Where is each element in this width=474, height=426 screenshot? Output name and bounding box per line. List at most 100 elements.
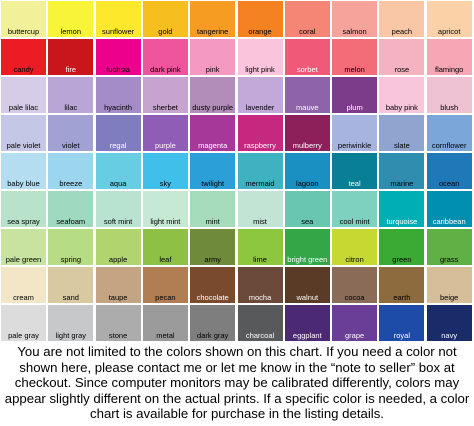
color-swatch: teal	[332, 153, 378, 189]
color-swatch: bright green	[284, 229, 330, 265]
swatch-label: cool mint	[339, 217, 370, 226]
swatch-label: royal	[393, 331, 411, 340]
swatch-label: magenta	[198, 141, 228, 150]
swatch-label: pink	[205, 65, 220, 74]
swatch-label: stone	[108, 331, 128, 340]
swatch-label: pecan	[155, 293, 176, 302]
swatch-label: light pink	[245, 65, 275, 74]
color-swatch: fuchsia	[95, 39, 141, 75]
swatch-label: lavender	[245, 103, 275, 112]
swatch-label: light mint	[150, 217, 181, 226]
color-swatch: light gray	[48, 305, 94, 341]
color-swatch: sky	[142, 153, 188, 189]
color-swatch: green	[379, 229, 425, 265]
color-swatch: mauve	[284, 77, 330, 113]
color-swatch: aqua	[95, 153, 141, 189]
color-swatch: apple	[95, 229, 141, 265]
swatch-label: coral	[299, 27, 316, 36]
swatch-label: dark gray	[197, 331, 229, 340]
color-swatch: pecan	[142, 267, 188, 303]
color-swatch: peach	[379, 1, 425, 37]
color-swatch: turquoise	[379, 191, 425, 227]
color-swatch: cornflower	[426, 115, 472, 151]
swatch-label: metal	[156, 331, 175, 340]
swatch-label: turquoise	[386, 217, 418, 226]
color-swatch: mermaid	[237, 153, 283, 189]
swatch-label: mint	[205, 217, 220, 226]
swatch-label: aqua	[109, 179, 127, 188]
color-swatch: pale gray	[1, 305, 46, 341]
swatch-label: cornflower	[431, 141, 467, 150]
color-swatch: buttercup	[1, 1, 46, 37]
swatch-label: green	[392, 255, 412, 264]
color-swatch: army	[190, 229, 236, 265]
swatch-label: salmon	[342, 27, 367, 36]
color-swatch: spring	[48, 229, 94, 265]
color-swatch: chocolate	[190, 267, 236, 303]
color-swatch: twilight	[190, 153, 236, 189]
swatch-label: apricot	[437, 27, 461, 36]
color-swatch: citron	[332, 229, 378, 265]
color-swatch: violet	[48, 115, 94, 151]
swatch-label: seafoam	[56, 217, 86, 226]
color-swatch: dusty purple	[190, 77, 236, 113]
swatch-label: eggplant	[292, 331, 322, 340]
color-swatch: earth	[379, 267, 425, 303]
color-swatch: salmon	[332, 1, 378, 37]
swatch-label: mermaid	[245, 179, 275, 188]
swatch-label: light gray	[55, 331, 87, 340]
swatch-label: melon	[344, 65, 365, 74]
swatch-label: citron	[345, 255, 364, 264]
swatch-label: spring	[60, 255, 82, 264]
swatch-label: blush	[440, 103, 459, 112]
swatch-label: hyacinth	[104, 103, 133, 112]
color-swatch: baby pink	[379, 77, 425, 113]
swatch-label: sea	[301, 217, 314, 226]
color-swatch: soft mint	[95, 191, 141, 227]
swatch-label: mulberry	[292, 141, 322, 150]
swatch-label: chocolate	[196, 293, 229, 302]
color-swatch: periwinkle	[332, 115, 378, 151]
swatch-label: mocha	[248, 293, 272, 302]
color-swatch: mint	[190, 191, 236, 227]
swatch-label: grass	[440, 255, 459, 264]
swatch-label: purple	[154, 141, 176, 150]
color-swatch: beige	[426, 267, 472, 303]
color-swatch: flamingo	[426, 39, 472, 75]
swatch-label: sunflower	[102, 27, 135, 36]
color-swatch: grass	[426, 229, 472, 265]
swatch-label: flamingo	[435, 65, 464, 74]
swatch-label: fire	[65, 65, 76, 74]
color-swatch: purple	[142, 115, 188, 151]
color-swatch: eggplant	[284, 305, 330, 341]
color-swatch: mulberry	[284, 115, 330, 151]
swatch-label: mist	[253, 217, 267, 226]
swatch-label: marine	[390, 179, 414, 188]
swatch-label: orange	[248, 27, 272, 36]
swatch-label: apple	[108, 255, 128, 264]
color-swatch: marine	[379, 153, 425, 189]
swatch-label: leaf	[159, 255, 172, 264]
color-swatch: walnut	[284, 267, 330, 303]
swatch-label: baby blue	[7, 179, 40, 188]
color-swatch: sherbet	[142, 77, 188, 113]
color-swatch: caribbean	[426, 191, 472, 227]
swatch-label: gold	[158, 27, 173, 36]
color-swatch: tangerine	[190, 1, 236, 37]
swatch-label: baby pink	[385, 103, 418, 112]
color-swatch: sand	[48, 267, 94, 303]
color-swatch: light pink	[237, 39, 283, 75]
color-swatch: plum	[332, 77, 378, 113]
color-swatch: hyacinth	[95, 77, 141, 113]
swatch-label: beige	[440, 293, 459, 302]
color-swatch: regal	[95, 115, 141, 151]
color-swatch: dark pink	[142, 39, 188, 75]
swatch-label: candy	[13, 65, 34, 74]
color-swatch: lemon	[48, 1, 94, 37]
color-swatch: cream	[1, 267, 46, 303]
swatch-label: pale gray	[8, 331, 39, 340]
swatch-label: grape	[345, 331, 365, 340]
swatch-label: walnut	[296, 293, 319, 302]
swatch-label: sand	[62, 293, 79, 302]
swatch-label: sky	[159, 179, 172, 188]
